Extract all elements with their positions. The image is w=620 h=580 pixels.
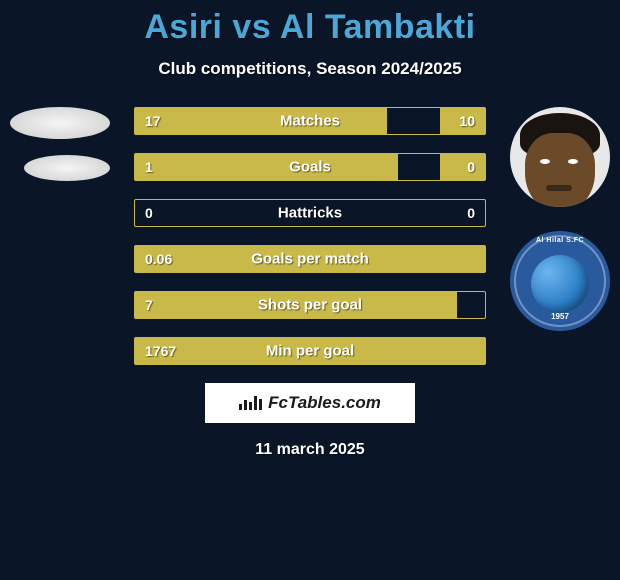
brand-label: FcTables.com bbox=[268, 393, 381, 413]
page-title: Asiri vs Al Tambakti bbox=[0, 8, 620, 47]
stat-row: 1 0 Goals bbox=[134, 153, 486, 181]
stat-label: Hattricks bbox=[278, 205, 342, 222]
stats-area: Al Hilal S.FC 1957 1710Matches10Goals00H… bbox=[0, 107, 620, 365]
stat-value-right: 0 bbox=[467, 205, 475, 221]
stat-label: Goals per match bbox=[251, 251, 369, 268]
club-logo: Al Hilal S.FC 1957 bbox=[510, 231, 610, 331]
bar-icon bbox=[249, 402, 252, 410]
right-player-column: Al Hilal S.FC 1957 bbox=[510, 107, 610, 331]
stat-row: 7 Shots per goal bbox=[134, 291, 486, 319]
eye-icon bbox=[568, 159, 578, 164]
bar-fill-left bbox=[135, 154, 398, 180]
left-player-avatars bbox=[10, 107, 110, 197]
bar-fill-left bbox=[135, 108, 387, 134]
subtitle: Club competitions, Season 2024/2025 bbox=[0, 59, 620, 79]
stat-bars: 1710Matches10Goals00Hattricks0.06Goals p… bbox=[134, 107, 486, 365]
bar-icon bbox=[254, 396, 257, 410]
bars-icon bbox=[239, 396, 262, 410]
placeholder-ellipse-icon bbox=[10, 107, 110, 139]
stat-row: 0 0 Hattricks bbox=[134, 199, 486, 227]
stat-row: 0.06 Goals per match bbox=[134, 245, 486, 273]
player-photo bbox=[510, 107, 610, 207]
stat-label: Matches bbox=[280, 113, 340, 130]
stat-row: 1767 Min per goal bbox=[134, 337, 486, 365]
date-label: 11 march 2025 bbox=[0, 441, 620, 459]
face-icon bbox=[525, 133, 595, 207]
bar-icon bbox=[239, 404, 242, 410]
stat-row: 17 10 Matches bbox=[134, 107, 486, 135]
bar-fill-right bbox=[440, 154, 486, 180]
stat-value-left: 0.06 bbox=[145, 251, 172, 267]
bar-icon bbox=[244, 400, 247, 410]
stat-value-right: 0 bbox=[467, 159, 475, 175]
brand-box: FcTables.com bbox=[205, 383, 415, 423]
stat-label: Min per goal bbox=[266, 343, 354, 360]
club-name: Al Hilal S.FC bbox=[510, 237, 610, 244]
stat-value-left: 7 bbox=[145, 297, 153, 313]
stat-value-left: 1767 bbox=[145, 343, 176, 359]
stat-value-left: 17 bbox=[145, 113, 161, 129]
stat-label: Goals bbox=[289, 159, 331, 176]
bar-icon bbox=[259, 399, 262, 410]
placeholder-ellipse-icon bbox=[24, 155, 110, 181]
stat-value-left: 0 bbox=[145, 205, 153, 221]
eye-icon bbox=[540, 159, 550, 164]
ball-icon bbox=[531, 255, 589, 313]
club-year: 1957 bbox=[510, 312, 610, 321]
stat-value-left: 1 bbox=[145, 159, 153, 175]
stat-value-right: 10 bbox=[459, 113, 475, 129]
stat-label: Shots per goal bbox=[258, 297, 362, 314]
mouth-icon bbox=[546, 185, 572, 191]
